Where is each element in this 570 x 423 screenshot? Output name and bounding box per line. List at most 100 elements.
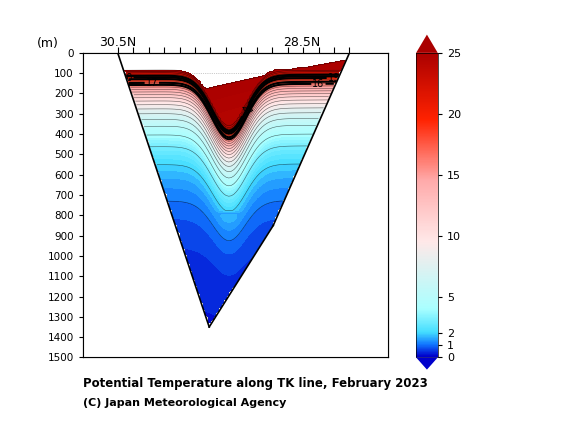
Bar xyxy=(416,164,438,165)
Bar xyxy=(416,195,438,196)
Bar xyxy=(416,184,438,185)
Bar xyxy=(416,107,438,108)
Bar xyxy=(416,103,438,104)
Bar xyxy=(416,248,438,249)
Bar xyxy=(416,61,438,62)
Bar xyxy=(416,312,438,313)
Bar xyxy=(416,106,438,107)
Bar xyxy=(416,89,438,91)
Bar xyxy=(416,55,438,56)
Bar xyxy=(416,241,438,242)
Bar xyxy=(416,126,438,127)
Bar xyxy=(416,179,438,180)
Bar xyxy=(416,222,438,223)
Bar xyxy=(416,121,438,122)
Bar xyxy=(416,209,438,210)
Bar xyxy=(416,76,438,77)
Bar xyxy=(416,173,438,174)
Bar xyxy=(416,186,438,187)
Bar xyxy=(416,132,438,133)
Bar xyxy=(416,94,438,96)
Bar xyxy=(416,108,438,109)
Bar xyxy=(416,258,438,259)
Bar xyxy=(416,77,438,78)
Bar xyxy=(416,289,438,291)
Bar xyxy=(416,127,438,128)
Bar xyxy=(416,282,438,283)
Bar xyxy=(416,81,438,82)
Bar xyxy=(416,217,438,218)
Bar xyxy=(416,208,438,209)
Bar xyxy=(416,73,438,74)
Bar xyxy=(416,146,438,147)
Bar xyxy=(416,201,438,202)
Bar xyxy=(416,246,438,247)
Bar xyxy=(416,53,438,54)
Bar xyxy=(416,189,438,190)
Bar xyxy=(416,220,438,221)
Bar xyxy=(416,56,438,57)
Bar xyxy=(416,223,438,225)
Bar xyxy=(416,150,438,151)
Bar xyxy=(416,123,438,124)
Bar xyxy=(416,308,438,309)
Bar xyxy=(416,274,438,275)
Text: 30.5N: 30.5N xyxy=(99,36,136,49)
Bar xyxy=(416,318,438,319)
Bar xyxy=(416,203,438,204)
Bar xyxy=(416,168,438,169)
Bar xyxy=(416,192,438,193)
Bar xyxy=(416,324,438,325)
Bar xyxy=(416,344,438,345)
Bar xyxy=(416,230,438,231)
Text: 17: 17 xyxy=(145,78,158,88)
Bar xyxy=(416,177,438,178)
Bar xyxy=(416,319,438,320)
Bar xyxy=(416,176,438,177)
Bar xyxy=(416,340,438,341)
Bar xyxy=(416,58,438,59)
Bar xyxy=(416,349,438,350)
Bar xyxy=(416,188,438,189)
Bar xyxy=(416,212,438,213)
Bar xyxy=(416,350,438,352)
Bar xyxy=(416,60,438,61)
Bar xyxy=(416,322,438,323)
Bar xyxy=(416,185,438,186)
Bar xyxy=(416,341,438,342)
Bar xyxy=(416,335,438,336)
Bar xyxy=(416,165,438,167)
Bar xyxy=(416,346,438,347)
Bar xyxy=(416,80,438,81)
Bar xyxy=(416,130,438,131)
Bar xyxy=(416,141,438,142)
Bar xyxy=(416,262,438,263)
Bar xyxy=(416,287,438,288)
Text: 28.5N: 28.5N xyxy=(284,36,321,49)
Bar xyxy=(416,139,438,140)
Bar xyxy=(416,157,438,159)
Bar xyxy=(416,352,438,353)
Bar xyxy=(416,317,438,318)
Bar xyxy=(416,215,438,216)
Text: (C) Japan Meteorological Agency: (C) Japan Meteorological Agency xyxy=(83,398,286,408)
Bar xyxy=(416,65,438,66)
Bar xyxy=(416,137,438,138)
Bar xyxy=(416,306,438,307)
Bar xyxy=(416,104,438,106)
Bar xyxy=(416,214,438,215)
Bar xyxy=(416,243,438,244)
Bar xyxy=(416,120,438,121)
Bar xyxy=(416,286,438,287)
Bar xyxy=(416,283,438,284)
Bar xyxy=(416,151,438,152)
Bar xyxy=(416,299,438,301)
Bar xyxy=(416,292,438,294)
Bar xyxy=(416,72,438,73)
Bar xyxy=(416,279,438,280)
Bar xyxy=(416,67,438,68)
Bar xyxy=(416,125,438,126)
Bar xyxy=(416,187,438,188)
Bar xyxy=(416,320,438,321)
Bar xyxy=(416,278,438,279)
